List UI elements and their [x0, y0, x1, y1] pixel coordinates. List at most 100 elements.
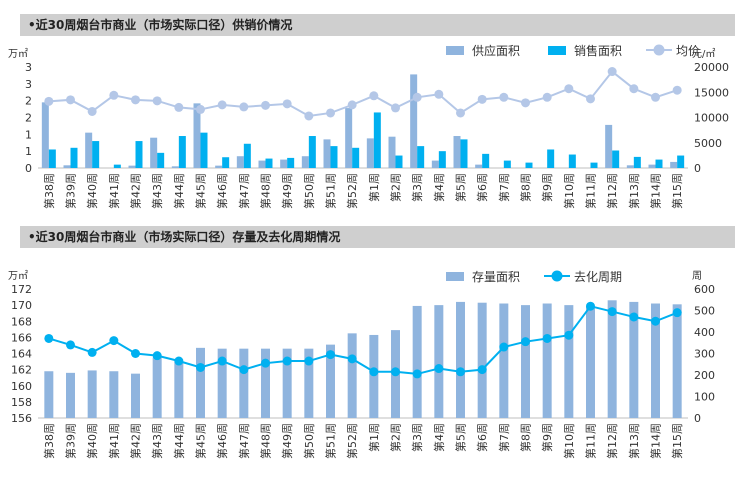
line-point — [347, 354, 357, 364]
bar-a — [369, 334, 379, 418]
bar-a — [388, 136, 396, 168]
bar-a — [326, 344, 335, 418]
y-tick-label: 156 — [11, 412, 32, 425]
x-tick-label: 第38周 — [42, 173, 56, 209]
line-point — [261, 100, 270, 110]
bar-a — [412, 305, 422, 418]
x-tick-label: 第6周 — [475, 423, 489, 452]
line-point — [391, 367, 400, 377]
bar-a — [347, 333, 357, 418]
y2-tick-label: 400 — [694, 326, 715, 339]
x-tick-label: 第5周 — [454, 423, 468, 452]
line-point — [304, 111, 314, 121]
line-point — [391, 103, 400, 113]
line-point — [131, 349, 140, 358]
bar-b — [330, 146, 338, 168]
line-point — [261, 358, 270, 368]
y-tick-label: 172 — [11, 283, 32, 296]
x-tick-label: 第39周 — [64, 173, 78, 209]
line-point — [44, 96, 54, 106]
bar-a — [196, 347, 205, 418]
legend-label: 供应面积 — [472, 43, 520, 58]
line-point — [456, 108, 465, 118]
y2-tick-label: 20000 — [694, 61, 729, 74]
line-point — [542, 92, 552, 102]
x-tick-label: 第12周 — [605, 173, 619, 209]
bar-b — [157, 152, 165, 168]
legend-label: 存量面积 — [472, 270, 520, 284]
y2-tick-label: 0 — [694, 412, 701, 425]
bar-b — [308, 136, 316, 168]
bar-a — [605, 124, 613, 168]
bar-a — [282, 348, 292, 418]
legend-label: 销售面积 — [574, 43, 622, 58]
x-tick-label: 第47周 — [237, 173, 251, 209]
x-tick-label: 第1周 — [367, 173, 381, 202]
x-tick-label: 第47周 — [237, 423, 251, 459]
y-tick-label: 2 — [25, 95, 32, 108]
line-point — [477, 365, 487, 375]
x-tick-label: 第6周 — [475, 173, 489, 202]
bar-a — [629, 301, 639, 418]
bar-a — [261, 348, 270, 418]
line-point — [651, 316, 660, 326]
line-point — [434, 364, 444, 374]
x-tick-label: 第40周 — [85, 423, 99, 459]
line-point — [66, 95, 75, 105]
bar-b — [287, 157, 295, 168]
bar-a — [456, 301, 465, 418]
y-tick-label: 168 — [11, 315, 32, 328]
x-tick-label: 第4周 — [432, 423, 446, 452]
x-tick-label: 第15周 — [670, 423, 684, 459]
y-tick-label: 3 — [25, 61, 32, 74]
bar-a — [626, 165, 634, 168]
x-tick-label: 第3周 — [410, 173, 424, 202]
y-axis-unit: 万㎡ — [8, 48, 28, 60]
bar-b — [503, 160, 511, 168]
legend-label: 均价 — [676, 44, 700, 58]
x-tick-label: 第46周 — [215, 423, 229, 459]
bar-a — [66, 372, 75, 418]
legend-swatch — [446, 46, 464, 55]
y2-tick-label: 15000 — [694, 86, 729, 99]
line-point — [326, 108, 335, 118]
x-tick-label: 第10周 — [562, 173, 576, 209]
x-tick-label: 第4周 — [432, 173, 446, 202]
line-point — [174, 356, 184, 366]
line-point — [521, 98, 530, 108]
line-point — [196, 104, 205, 114]
y-axis-unit: 万㎡ — [8, 270, 28, 282]
bar-b — [222, 157, 230, 168]
x-tick-label: 第43周 — [150, 423, 164, 459]
line-point — [456, 367, 465, 377]
y2-tick-label: 10000 — [694, 112, 729, 125]
line-point — [369, 91, 379, 101]
x-tick-label: 第41周 — [107, 173, 121, 209]
line-point — [87, 347, 97, 357]
legend-swatch-dot — [653, 44, 665, 56]
x-tick-label: 第7周 — [497, 423, 511, 452]
x-tick-label: 第8周 — [519, 423, 533, 452]
bar-a — [131, 373, 140, 418]
line-point — [651, 92, 660, 102]
y-tick-label: 164 — [11, 348, 32, 361]
bar-b — [265, 158, 273, 168]
line-point — [131, 95, 140, 105]
bar-a — [301, 156, 309, 168]
bar-a — [128, 165, 136, 168]
line-point — [217, 100, 227, 110]
bar-a — [258, 160, 266, 168]
x-tick-label: 第50周 — [302, 423, 316, 459]
bar-b — [48, 149, 56, 168]
line-point — [672, 85, 682, 95]
y2-tick-label: 600 — [694, 283, 715, 296]
x-tick-label: 第8周 — [519, 173, 533, 202]
line-point — [672, 308, 682, 318]
bar-a — [477, 302, 487, 418]
line-point — [196, 362, 205, 372]
bar-a — [44, 371, 54, 418]
line-point — [542, 333, 552, 343]
x-tick-label: 第13周 — [627, 173, 641, 209]
